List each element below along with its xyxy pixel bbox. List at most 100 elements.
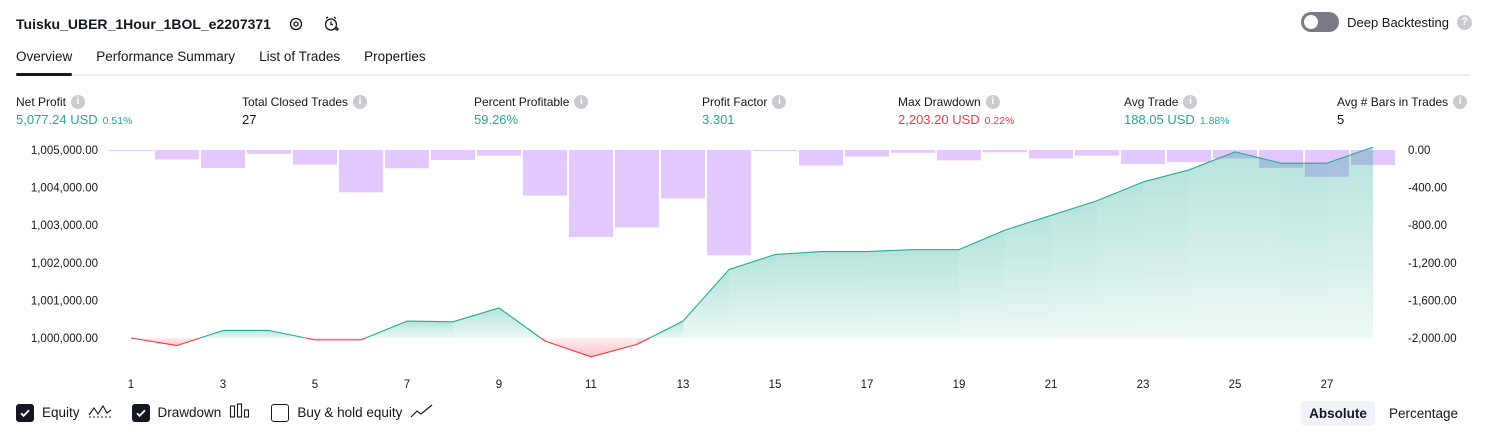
stat-label: Total Closed Trades (242, 94, 349, 109)
drawdown-bar (247, 150, 291, 154)
stat-label: Avg Trade (1124, 94, 1179, 109)
stat-avg-bars: Avg # Bars in Trades i 5 (1337, 94, 1468, 127)
tab-properties[interactable]: Properties (364, 49, 426, 64)
left-axis-tick-label: 1,004,000.00 (31, 183, 98, 195)
equity-area-down (131, 338, 177, 346)
equity-line-segment (774, 250, 822, 256)
tab-overview[interactable]: Overview (16, 46, 73, 76)
drawdown-bar (845, 150, 889, 157)
stat-value: 27 (242, 112, 257, 127)
x-axis-tick-label: 5 (312, 379, 318, 391)
tab-performance-summary[interactable]: Performance Summary (96, 49, 236, 64)
stat-value: 59.26% (474, 112, 519, 127)
equity-line-segment (1050, 200, 1098, 216)
equity-line-segment (130, 337, 178, 347)
left-axis-tick-label: 1,003,000.00 (31, 220, 98, 232)
equity-line-segment (1188, 151, 1236, 171)
legend-label: Drawdown (157, 405, 222, 420)
settings-icon[interactable] (285, 13, 307, 35)
left-axis-tick-label: 1,005,000.00 (31, 145, 98, 157)
tab-list-of-trades[interactable]: List of Trades (259, 49, 341, 64)
stat-label: Max Drawdown (898, 94, 981, 109)
equity-line-segment (360, 337, 366, 341)
info-icon[interactable]: i (353, 94, 368, 109)
x-axis-tick-label: 23 (1137, 379, 1150, 391)
drawdown-bar (477, 150, 521, 156)
x-axis-tick-label: 27 (1321, 379, 1334, 391)
info-icon[interactable]: i (985, 94, 1000, 109)
right-axis-tick-label: -2,000.00 (1408, 333, 1457, 345)
stat-percent: 0.51% (102, 115, 133, 127)
stat-avg-trade: Avg Trade i 188.05 USD 1.88% (1124, 94, 1230, 127)
x-axis-tick-label: 7 (404, 379, 410, 391)
legend-equity[interactable]: Equity (16, 403, 112, 422)
absolute-button[interactable]: Absolute (1301, 401, 1375, 426)
deep-backtesting-toggle[interactable] (1301, 12, 1340, 32)
equity-line-segment (305, 337, 316, 341)
equity-area-up (683, 269, 729, 338)
percentage-button[interactable]: Percentage (1388, 406, 1458, 421)
equity-area-up (1327, 147, 1373, 338)
equity-line-segment (682, 269, 730, 322)
right-axis-tick-label: -400.00 (1408, 183, 1447, 195)
equity-line-segment (540, 337, 546, 342)
stat-percent-profitable: Percent Profitable i 59.26% (474, 94, 589, 127)
legend-drawdown[interactable]: Drawdown (131, 403, 252, 422)
stat-label: Avg # Bars in Trades (1337, 94, 1449, 109)
info-icon[interactable]: i (1183, 94, 1198, 109)
equity-line-segment (452, 307, 500, 323)
drawdown-checkbox[interactable] (131, 403, 150, 422)
left-axis-tick-label: 1,000,000.00 (31, 333, 98, 345)
info-icon[interactable]: i (574, 94, 589, 109)
info-icon[interactable]: i (772, 94, 787, 109)
equity-area-up (269, 330, 306, 338)
drawdown-bar (523, 150, 567, 196)
equity-area-down (177, 338, 200, 346)
equity-drawdown-chart: 1,005,000.00 1,004,000.00 1,003,000.00 1,00… (31, 145, 1457, 391)
left-axis-tick-label: 1,001,000.00 (31, 295, 98, 307)
equity-area-up (453, 307, 499, 338)
equity-area-up (729, 254, 775, 338)
equity-line-segment (649, 320, 684, 339)
x-axis-tick-label: 1 (128, 379, 134, 391)
drawdown-bar (155, 150, 199, 160)
stat-value: 188.05 USD (1124, 112, 1195, 127)
drawdown-bar (293, 150, 337, 165)
chart-legend: Equity Drawdown Buy & hold equity (16, 403, 434, 422)
equity-line-segment (636, 337, 650, 345)
drawdown-bar (891, 150, 935, 153)
x-axis-tick-label: 9 (496, 379, 502, 391)
x-axis: 1 3 5 7 9 11 13 15 17 19 21 23 25 27 (128, 379, 1334, 391)
report-tabs: Overview Performance Summary List of Tra… (16, 46, 1470, 76)
equity-area-up (913, 249, 959, 338)
equity-series (130, 146, 1374, 358)
equity-checkbox[interactable] (16, 403, 34, 422)
x-axis-tick-label: 21 (1045, 379, 1058, 391)
info-icon[interactable]: i (71, 94, 86, 109)
equity-area-down (545, 338, 591, 357)
legend-buy-hold[interactable]: Buy & hold equity (271, 403, 434, 422)
legend-label: Equity (42, 405, 80, 420)
stat-total-closed-trades: Total Closed Trades i 27 (242, 94, 368, 127)
drawdown-bar (1075, 150, 1119, 156)
equity-line-segment (365, 320, 408, 339)
stat-label: Percent Profitable (474, 94, 570, 109)
buy-hold-checkbox[interactable] (271, 403, 290, 422)
info-icon[interactable]: i (1453, 94, 1468, 109)
stat-label: Profit Factor (702, 94, 768, 109)
equity-line-segment (1096, 181, 1144, 202)
x-axis-tick-label: 15 (769, 379, 782, 391)
equity-line-segment (1004, 214, 1052, 231)
stat-percent: 0.22% (984, 115, 1015, 127)
drawdown-bar (615, 150, 659, 228)
stat-percent: 1.88% (1199, 115, 1230, 127)
equity-area-up (867, 249, 913, 338)
help-icon[interactable]: ? (1457, 14, 1472, 30)
deep-backtesting-label: Deep Backtesting (1347, 14, 1449, 30)
equity-area-up (1189, 151, 1235, 338)
x-axis-tick-label: 13 (677, 379, 690, 391)
add-alert-icon[interactable] (321, 13, 343, 35)
right-axis-tick-label: -1,200.00 (1408, 258, 1457, 270)
deep-backtesting-control: Deep Backtesting ? (1301, 12, 1472, 32)
drawdown-bar (569, 150, 613, 237)
